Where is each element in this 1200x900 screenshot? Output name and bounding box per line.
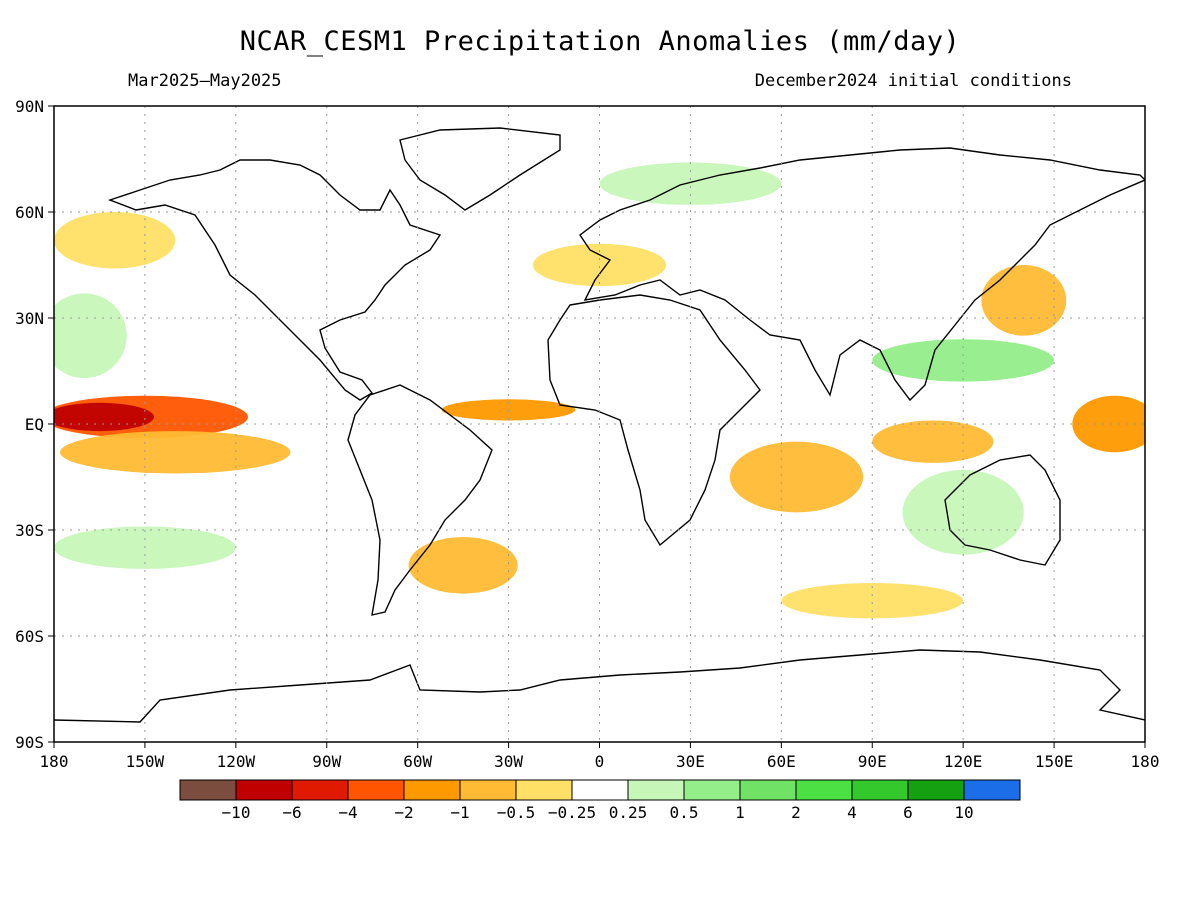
lon-label: 90W	[312, 752, 341, 771]
coastline-australia	[944, 454, 1061, 566]
colorbar-label: 0.25	[609, 803, 648, 822]
lat-label: 90S	[15, 733, 44, 752]
coastline-eurasia	[579, 147, 1145, 402]
coastlines	[54, 127, 1145, 723]
anomaly-region	[781, 583, 964, 619]
lat-label: 30N	[15, 309, 44, 328]
colorbar-swatch	[235, 779, 293, 801]
coastline-africa	[547, 294, 761, 547]
lon-label: 180	[40, 752, 69, 771]
colorbar-swatch	[179, 779, 237, 801]
anomaly-region	[902, 469, 1024, 555]
lon-label: 150E	[1035, 752, 1074, 771]
anomaly-region	[729, 441, 864, 513]
lon-label: 180	[1131, 752, 1160, 771]
colorbar-swatch	[907, 779, 965, 801]
lon-label: 0	[595, 752, 605, 771]
colorbar-label: 4	[847, 803, 857, 822]
colorbar-swatch	[459, 779, 517, 801]
colorbar-label: −1	[450, 803, 469, 822]
anomaly-region	[532, 243, 667, 287]
colorbar-label: 1	[735, 803, 745, 822]
lon-label: 30W	[494, 752, 523, 771]
lat-label: 30S	[15, 521, 44, 540]
anomaly-region	[54, 293, 127, 379]
lat-label: 60S	[15, 627, 44, 646]
anomaly-region	[872, 420, 994, 463]
graticule	[54, 106, 1145, 742]
colorbar-swatch	[515, 779, 573, 801]
colorbar-label: −2	[394, 803, 413, 822]
colorbar-label: 0.5	[670, 803, 699, 822]
colorbar-label: −4	[338, 803, 357, 822]
lon-label: 60E	[767, 752, 796, 771]
colorbar-label: −10	[222, 803, 251, 822]
colorbar-label: −6	[282, 803, 301, 822]
anomaly-region	[872, 339, 1055, 382]
coastline-greenland	[399, 127, 561, 211]
lat-label: EQ	[25, 415, 44, 434]
coastline-south-america	[347, 384, 493, 616]
anomaly-region	[54, 402, 154, 432]
lon-label: 30E	[676, 752, 705, 771]
colorbar-swatch	[739, 779, 797, 801]
anomaly-region	[60, 431, 291, 474]
anomaly-field	[54, 162, 1145, 619]
lon-label: 60W	[403, 752, 432, 771]
colorbar-label: −0.5	[497, 803, 536, 822]
anomaly-region	[54, 212, 176, 269]
colorbar-label: 2	[791, 803, 801, 822]
lat-label: 90N	[15, 97, 44, 116]
map-title: NCAR_CESM1 Precipitation Anomalies (mm/d…	[239, 26, 961, 57]
lon-label: 120W	[217, 752, 256, 771]
anomaly-region	[1072, 395, 1145, 453]
anomaly-region	[981, 265, 1067, 336]
lon-label: 120E	[944, 752, 983, 771]
colorbar-swatch	[795, 779, 853, 801]
colorbar: −10 −6 −4 −2 −1 −0.5 −0.25 0.25 0.5 1 2 4 6 10	[179, 779, 1021, 822]
colorbar-swatch	[403, 779, 461, 801]
colorbar-swatch	[627, 779, 685, 801]
colorbar-swatch	[571, 779, 629, 801]
colorbar-label: 10	[954, 803, 973, 822]
colorbar-swatch	[851, 779, 909, 801]
coastline-north-america	[107, 159, 442, 401]
colorbar-label: −0.25	[548, 803, 596, 822]
colorbar-swatch	[683, 779, 741, 801]
coastline-antarctica	[54, 649, 1145, 723]
forecast-period: Mar2025–May2025	[128, 71, 282, 91]
colorbar-swatch	[963, 779, 1021, 801]
anomaly-region	[408, 537, 518, 594]
initial-conditions: December2024 initial conditions	[754, 71, 1072, 91]
colorbar-swatch	[347, 779, 405, 801]
colorbar-swatch	[291, 779, 349, 801]
lon-label: 150W	[126, 752, 165, 771]
colorbar-label: 6	[903, 803, 913, 822]
lon-label: 90E	[858, 752, 887, 771]
lat-label: 60N	[15, 203, 44, 222]
anomaly-region	[599, 162, 782, 205]
anomaly-region	[441, 399, 576, 421]
